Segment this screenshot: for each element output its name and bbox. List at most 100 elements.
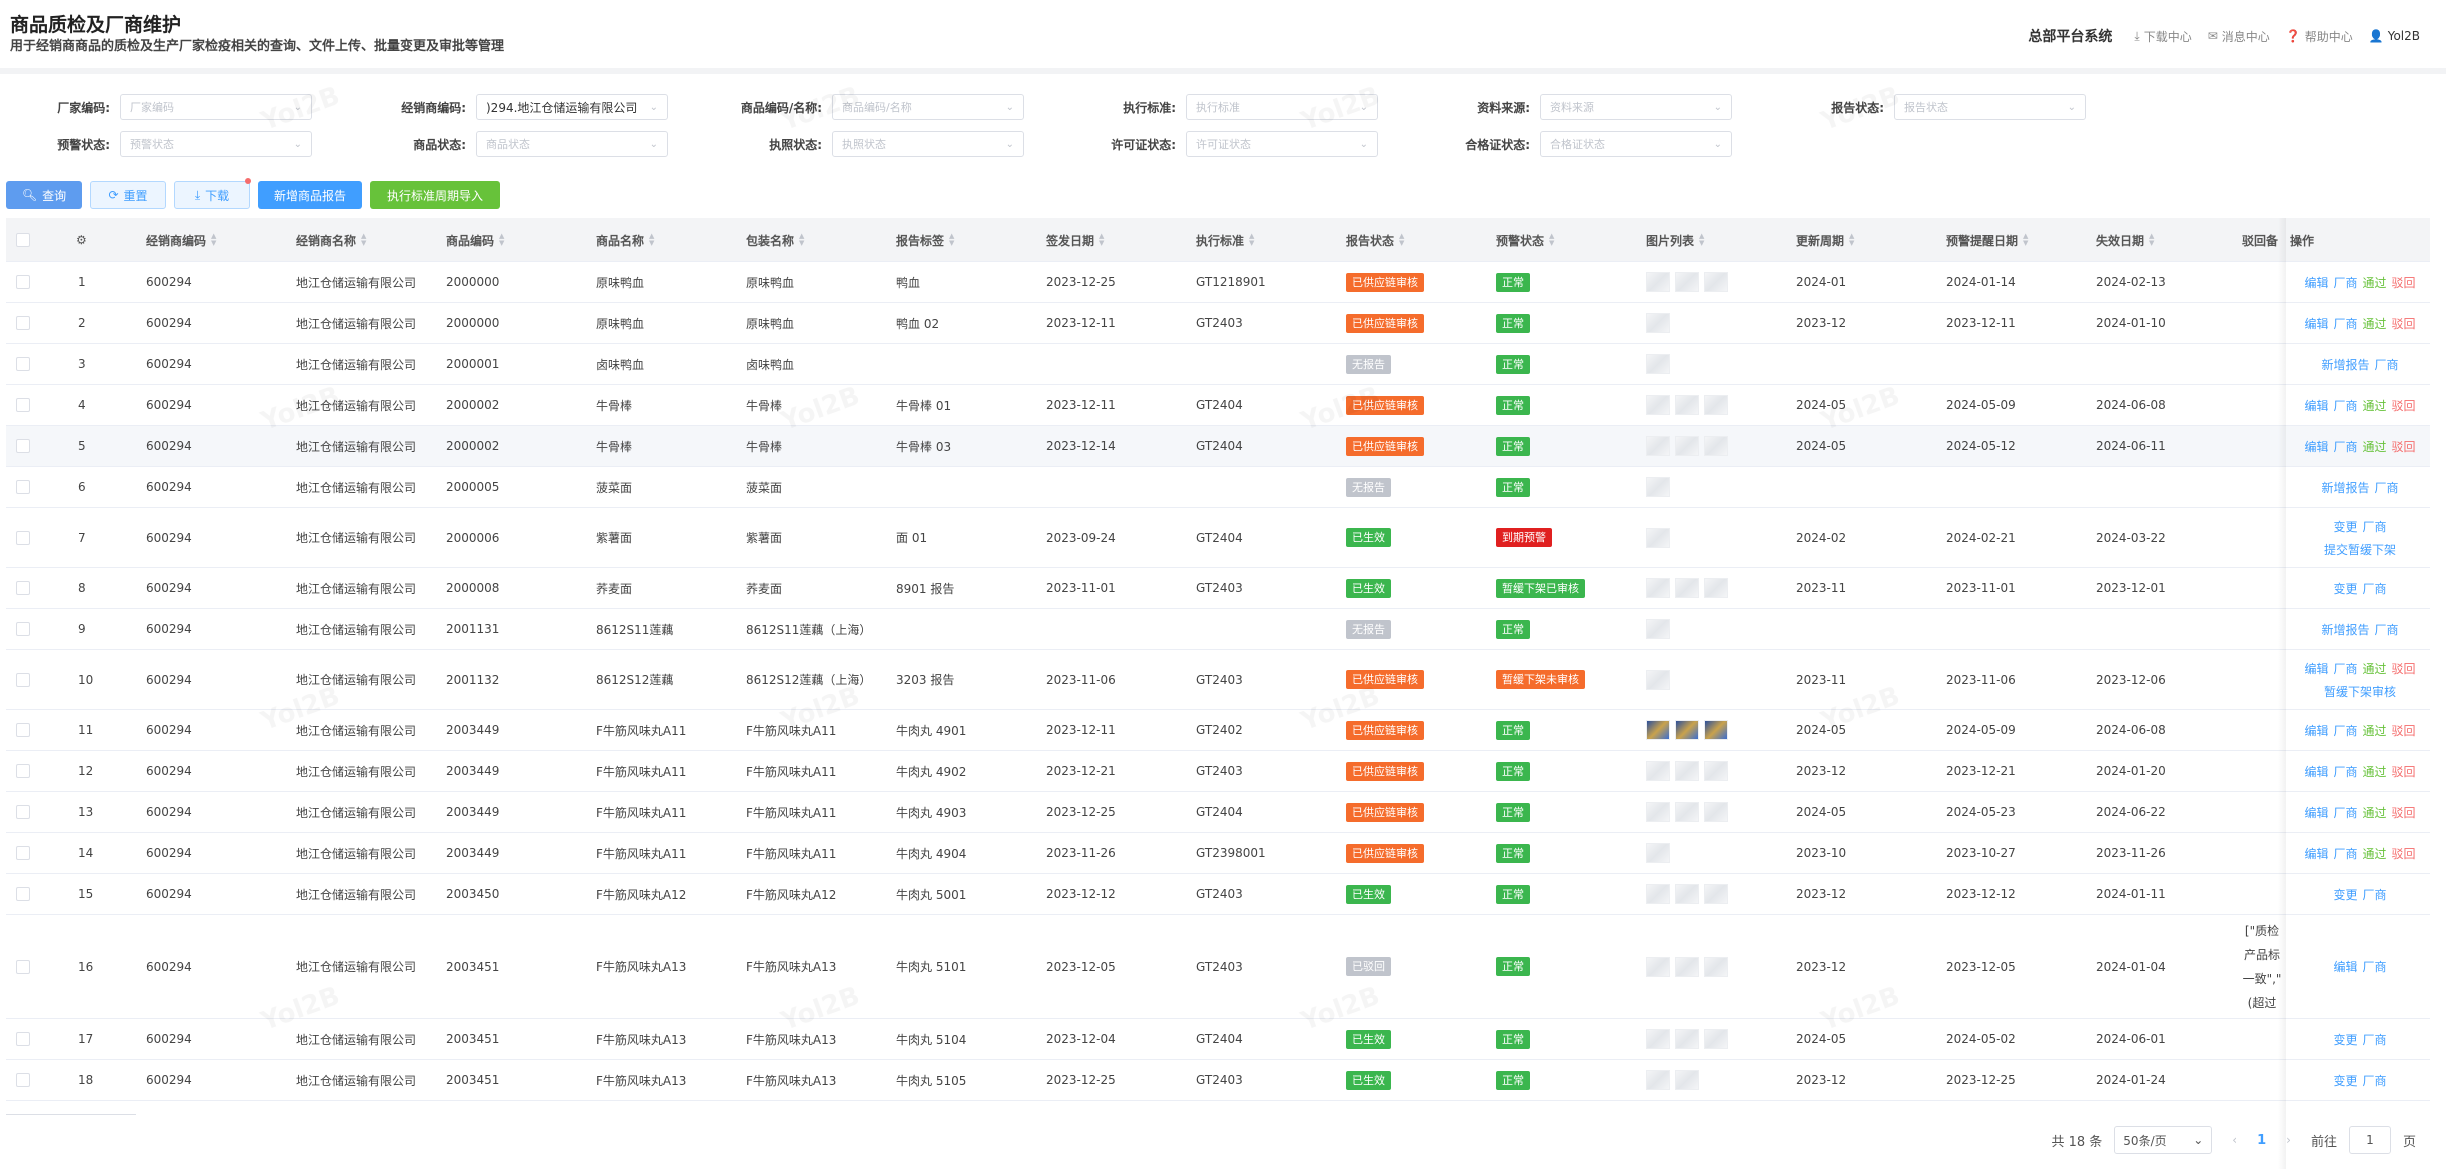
filter-select[interactable]: )294.地江仓储运输有限公司 ⌄ (476, 94, 668, 120)
prev-page-button[interactable]: ‹ (2232, 1133, 2238, 1147)
column-header[interactable]: 预警状态 ▲ ▼ (1496, 218, 1554, 262)
action-link[interactable]: 厂商 (2362, 581, 2387, 596)
row-checkbox[interactable] (16, 764, 30, 778)
action-link[interactable]: 通过 (2362, 439, 2387, 454)
sort-icon[interactable]: ▲ ▼ (1699, 232, 1705, 247)
sort-icon[interactable]: ▲ ▼ (949, 232, 955, 247)
image-thumbnail[interactable] (1646, 1029, 1670, 1049)
row-checkbox[interactable] (16, 275, 30, 289)
action-link[interactable]: 厂商 (2362, 519, 2387, 534)
select-all-checkbox[interactable] (16, 233, 30, 247)
action-link[interactable]: 编辑 (2304, 398, 2329, 413)
image-thumbnails[interactable] (1646, 720, 1728, 740)
image-thumbnail[interactable] (1704, 956, 1728, 977)
image-thumbnail[interactable] (1675, 395, 1699, 415)
table-row[interactable]: 4 600294 地江仓储运输有限公司 2000002 牛骨棒 牛骨棒 牛骨棒 01 2023… (6, 385, 2430, 426)
next-page-button[interactable]: › (2286, 1133, 2291, 1147)
table-row[interactable]: 15 600294 地江仓储运输有限公司 2003450 F牛筋风味丸A12 F牛筋风味丸… (6, 874, 2430, 915)
sort-icon[interactable]: ▲ ▼ (1249, 232, 1255, 247)
action-link[interactable]: 驳回 (2391, 398, 2416, 413)
image-thumbnail[interactable] (1704, 720, 1728, 740)
image-thumbnails[interactable] (1646, 843, 1670, 863)
action-link[interactable]: 通过 (2362, 316, 2387, 331)
action-link[interactable]: 提交暂缓下架 (2323, 542, 2396, 557)
row-select-cell[interactable] (16, 915, 30, 1018)
image-thumbnails[interactable] (1646, 477, 1670, 497)
image-thumbnail[interactable] (1704, 802, 1728, 822)
image-thumbnails[interactable] (1646, 354, 1670, 374)
row-checkbox[interactable] (16, 672, 30, 687)
action-link[interactable]: 变更 (2333, 519, 2358, 534)
row-checkbox[interactable] (16, 1032, 30, 1046)
column-header[interactable]: 失效日期 ▲ ▼ (2096, 218, 2154, 262)
action-link[interactable]: 变更 (2333, 1032, 2358, 1047)
image-thumbnail[interactable] (1675, 802, 1699, 822)
download-button[interactable]: ⤓ 下载 (174, 178, 251, 209)
sort-icon[interactable]: ▲ ▼ (1399, 232, 1405, 247)
row-checkbox[interactable] (16, 316, 30, 330)
action-link[interactable]: 厂商 (2333, 398, 2358, 413)
table-row[interactable]: 16 600294 地江仓储运输有限公司 2003451 F牛筋风味丸A13 F牛筋风味丸… (6, 915, 2430, 1019)
table-row[interactable]: 7 600294 地江仓储运输有限公司 2000006 紫薯面 紫薯面 面 01 2023-0… (6, 508, 2430, 568)
image-thumbnail[interactable] (1704, 578, 1728, 598)
image-thumbnails[interactable] (1646, 884, 1728, 904)
row-select-cell[interactable] (16, 303, 30, 343)
row-select-cell[interactable] (16, 568, 30, 608)
row-select-cell[interactable] (16, 1060, 30, 1100)
image-thumbnails[interactable] (1646, 395, 1728, 415)
image-thumbnail[interactable] (1704, 395, 1728, 415)
table-row[interactable]: 14 600294 地江仓储运输有限公司 2003449 F牛筋风味丸A11 F牛筋风味丸… (6, 833, 2430, 874)
column-header[interactable]: 预警提醒日期 ▲ ▼ (1946, 218, 2028, 262)
image-thumbnail[interactable] (1675, 720, 1699, 740)
image-thumbnails[interactable] (1646, 619, 1670, 639)
action-link[interactable]: 驳回 (2391, 661, 2416, 676)
filter-select[interactable]: 合格证状态 ⌄ (1540, 131, 1732, 157)
action-link[interactable]: 新增报告 (2321, 480, 2370, 495)
sort-icon[interactable]: ▲ ▼ (211, 232, 217, 247)
table-row[interactable]: 12 600294 地江仓储运输有限公司 2003449 F牛筋风味丸A11 F牛筋风味丸… (6, 751, 2430, 792)
column-header[interactable]: 更新周期 ▲ ▼ (1796, 218, 1854, 262)
sort-icon[interactable]: ▲ ▼ (2023, 232, 2029, 247)
image-thumbnails[interactable] (1646, 669, 1670, 690)
action-link[interactable]: 编辑 (2304, 764, 2329, 779)
column-header[interactable]: 签发日期 ▲ ▼ (1046, 218, 1104, 262)
action-link[interactable]: 通过 (2362, 661, 2387, 676)
action-link[interactable]: 厂商 (2333, 661, 2358, 676)
action-link[interactable]: 通过 (2362, 805, 2387, 820)
image-thumbnails[interactable] (1646, 578, 1728, 598)
row-select-cell[interactable] (16, 609, 30, 649)
image-thumbnails[interactable] (1646, 761, 1728, 781)
action-link[interactable]: 厂商 (2374, 357, 2399, 372)
action-link[interactable]: 编辑 (2304, 661, 2329, 676)
action-link[interactable]: 驳回 (2391, 275, 2416, 290)
row-checkbox[interactable] (16, 959, 30, 974)
image-thumbnail[interactable] (1675, 1070, 1699, 1090)
column-header[interactable]: 商品编码 ▲ ▼ (446, 218, 504, 262)
table-row[interactable]: 13 600294 地江仓储运输有限公司 2003449 F牛筋风味丸A11 F牛筋风味丸… (6, 792, 2430, 833)
action-link[interactable]: 变更 (2333, 1073, 2358, 1088)
filter-select[interactable]: 商品状态 ⌄ (476, 131, 668, 157)
image-thumbnail[interactable] (1646, 578, 1670, 598)
row-select-cell[interactable] (16, 710, 30, 750)
image-thumbnail[interactable] (1675, 436, 1699, 456)
row-select-cell[interactable] (16, 508, 30, 567)
row-select-cell[interactable] (16, 467, 30, 507)
image-thumbnail[interactable] (1675, 761, 1699, 781)
row-checkbox[interactable] (16, 805, 30, 819)
filter-select[interactable]: 预警状态 ⌄ (120, 131, 312, 157)
action-link[interactable]: 编辑 (2304, 805, 2329, 820)
row-checkbox[interactable] (16, 622, 30, 636)
action-link[interactable]: 新增报告 (2321, 622, 2370, 637)
filter-select[interactable]: 厂家编码 ⌄ (120, 94, 312, 120)
image-thumbnail[interactable] (1646, 477, 1670, 497)
action-link[interactable]: 厂商 (2333, 846, 2358, 861)
action-link[interactable]: 厂商 (2333, 764, 2358, 779)
row-select-cell[interactable] (16, 426, 30, 466)
sort-icon[interactable]: ▲ ▼ (499, 232, 505, 247)
action-link[interactable]: 新增报告 (2321, 357, 2370, 372)
filter-select[interactable]: 资料来源 ⌄ (1540, 94, 1732, 120)
user-menu[interactable]: 👤 Yol2B (2368, 29, 2420, 43)
image-thumbnail[interactable] (1646, 669, 1670, 690)
goto-page-input[interactable]: 1 (2348, 1126, 2391, 1154)
action-link[interactable]: 厂商 (2333, 805, 2358, 820)
